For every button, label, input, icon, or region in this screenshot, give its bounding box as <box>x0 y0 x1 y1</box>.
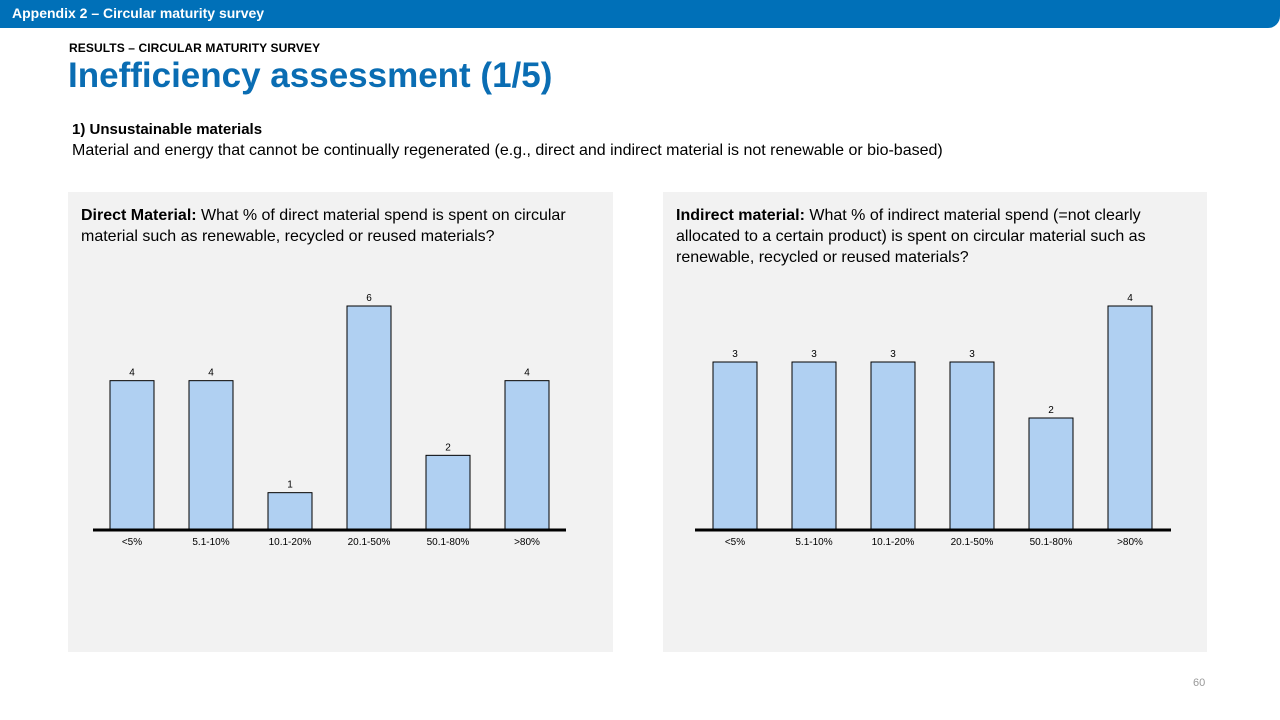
bar <box>712 361 758 531</box>
indirect-material-chart: 3 <5% 3 5.1-10% 3 10.1-20% 3 20.1-50% 2 50.1-80% 4… <box>695 293 1171 548</box>
data-label: 2 <box>445 442 451 453</box>
x-tick-label: 50.1-80% <box>427 537 470 548</box>
x-tick-label: >80% <box>1117 537 1143 548</box>
data-label: 4 <box>524 368 530 379</box>
section-heading: 1) Unsustainable materials <box>72 121 263 138</box>
header-bar: Appendix 2 – Circular maturity survey <box>0 0 1280 28</box>
direct-material-chart: 4 <5% 4 5.1-10% 1 10.1-20% 6 20.1-50% 2 50.1-80% 4… <box>93 293 566 548</box>
x-tick-label: 50.1-80% <box>1030 537 1073 548</box>
direct-material-panel: Direct Material: What % of direct materi… <box>68 192 613 652</box>
bar <box>870 361 916 531</box>
data-label: 1 <box>287 480 293 491</box>
data-label: 3 <box>732 349 738 360</box>
bar <box>425 454 471 531</box>
data-label: 3 <box>890 349 896 360</box>
bar <box>949 361 995 531</box>
indirect-material-question: Indirect material: What % of indirect ma… <box>676 205 1176 268</box>
direct-material-question: Direct Material: What % of direct materi… <box>81 205 601 247</box>
data-label: 6 <box>366 293 372 304</box>
question-label: Direct Material: <box>81 207 197 224</box>
question-label: Indirect material: <box>676 207 805 224</box>
kicker-text: RESULTS – CIRCULAR MATURITY SURVEY <box>69 41 321 55</box>
bar <box>188 380 234 531</box>
indirect-material-panel: Indirect material: What % of indirect ma… <box>663 192 1207 652</box>
question-text: What % of indirect material spend (=not … <box>676 207 1146 266</box>
bar <box>1028 417 1074 531</box>
x-tick-label: >80% <box>514 537 540 548</box>
x-tick-label: 20.1-50% <box>348 537 391 548</box>
question-text: What % of direct material spend is spent… <box>81 207 566 245</box>
bar <box>346 305 392 531</box>
bar <box>109 380 155 531</box>
bar <box>504 380 550 531</box>
x-tick-label: 20.1-50% <box>951 537 994 548</box>
data-label: 4 <box>129 368 135 379</box>
page-title: Inefficiency assessment (1/5) <box>68 56 553 95</box>
x-tick-label: 10.1-20% <box>269 537 312 548</box>
bar <box>1107 305 1153 531</box>
x-tick-label: 10.1-20% <box>872 537 915 548</box>
section-description: Material and energy that cannot be conti… <box>72 142 943 159</box>
data-label: 4 <box>1127 293 1133 304</box>
data-label: 3 <box>969 349 975 360</box>
x-tick-label: <5% <box>122 537 142 548</box>
x-tick-label: <5% <box>725 537 745 548</box>
data-label: 4 <box>208 368 214 379</box>
page-number: 60 <box>1193 677 1206 689</box>
header-title: Appendix 2 – Circular maturity survey <box>12 5 265 21</box>
x-tick-label: 5.1-10% <box>795 537 832 548</box>
bar <box>791 361 837 531</box>
bar <box>267 492 313 531</box>
data-label: 3 <box>811 349 817 360</box>
x-tick-label: 5.1-10% <box>192 537 229 548</box>
data-label: 2 <box>1048 405 1054 416</box>
